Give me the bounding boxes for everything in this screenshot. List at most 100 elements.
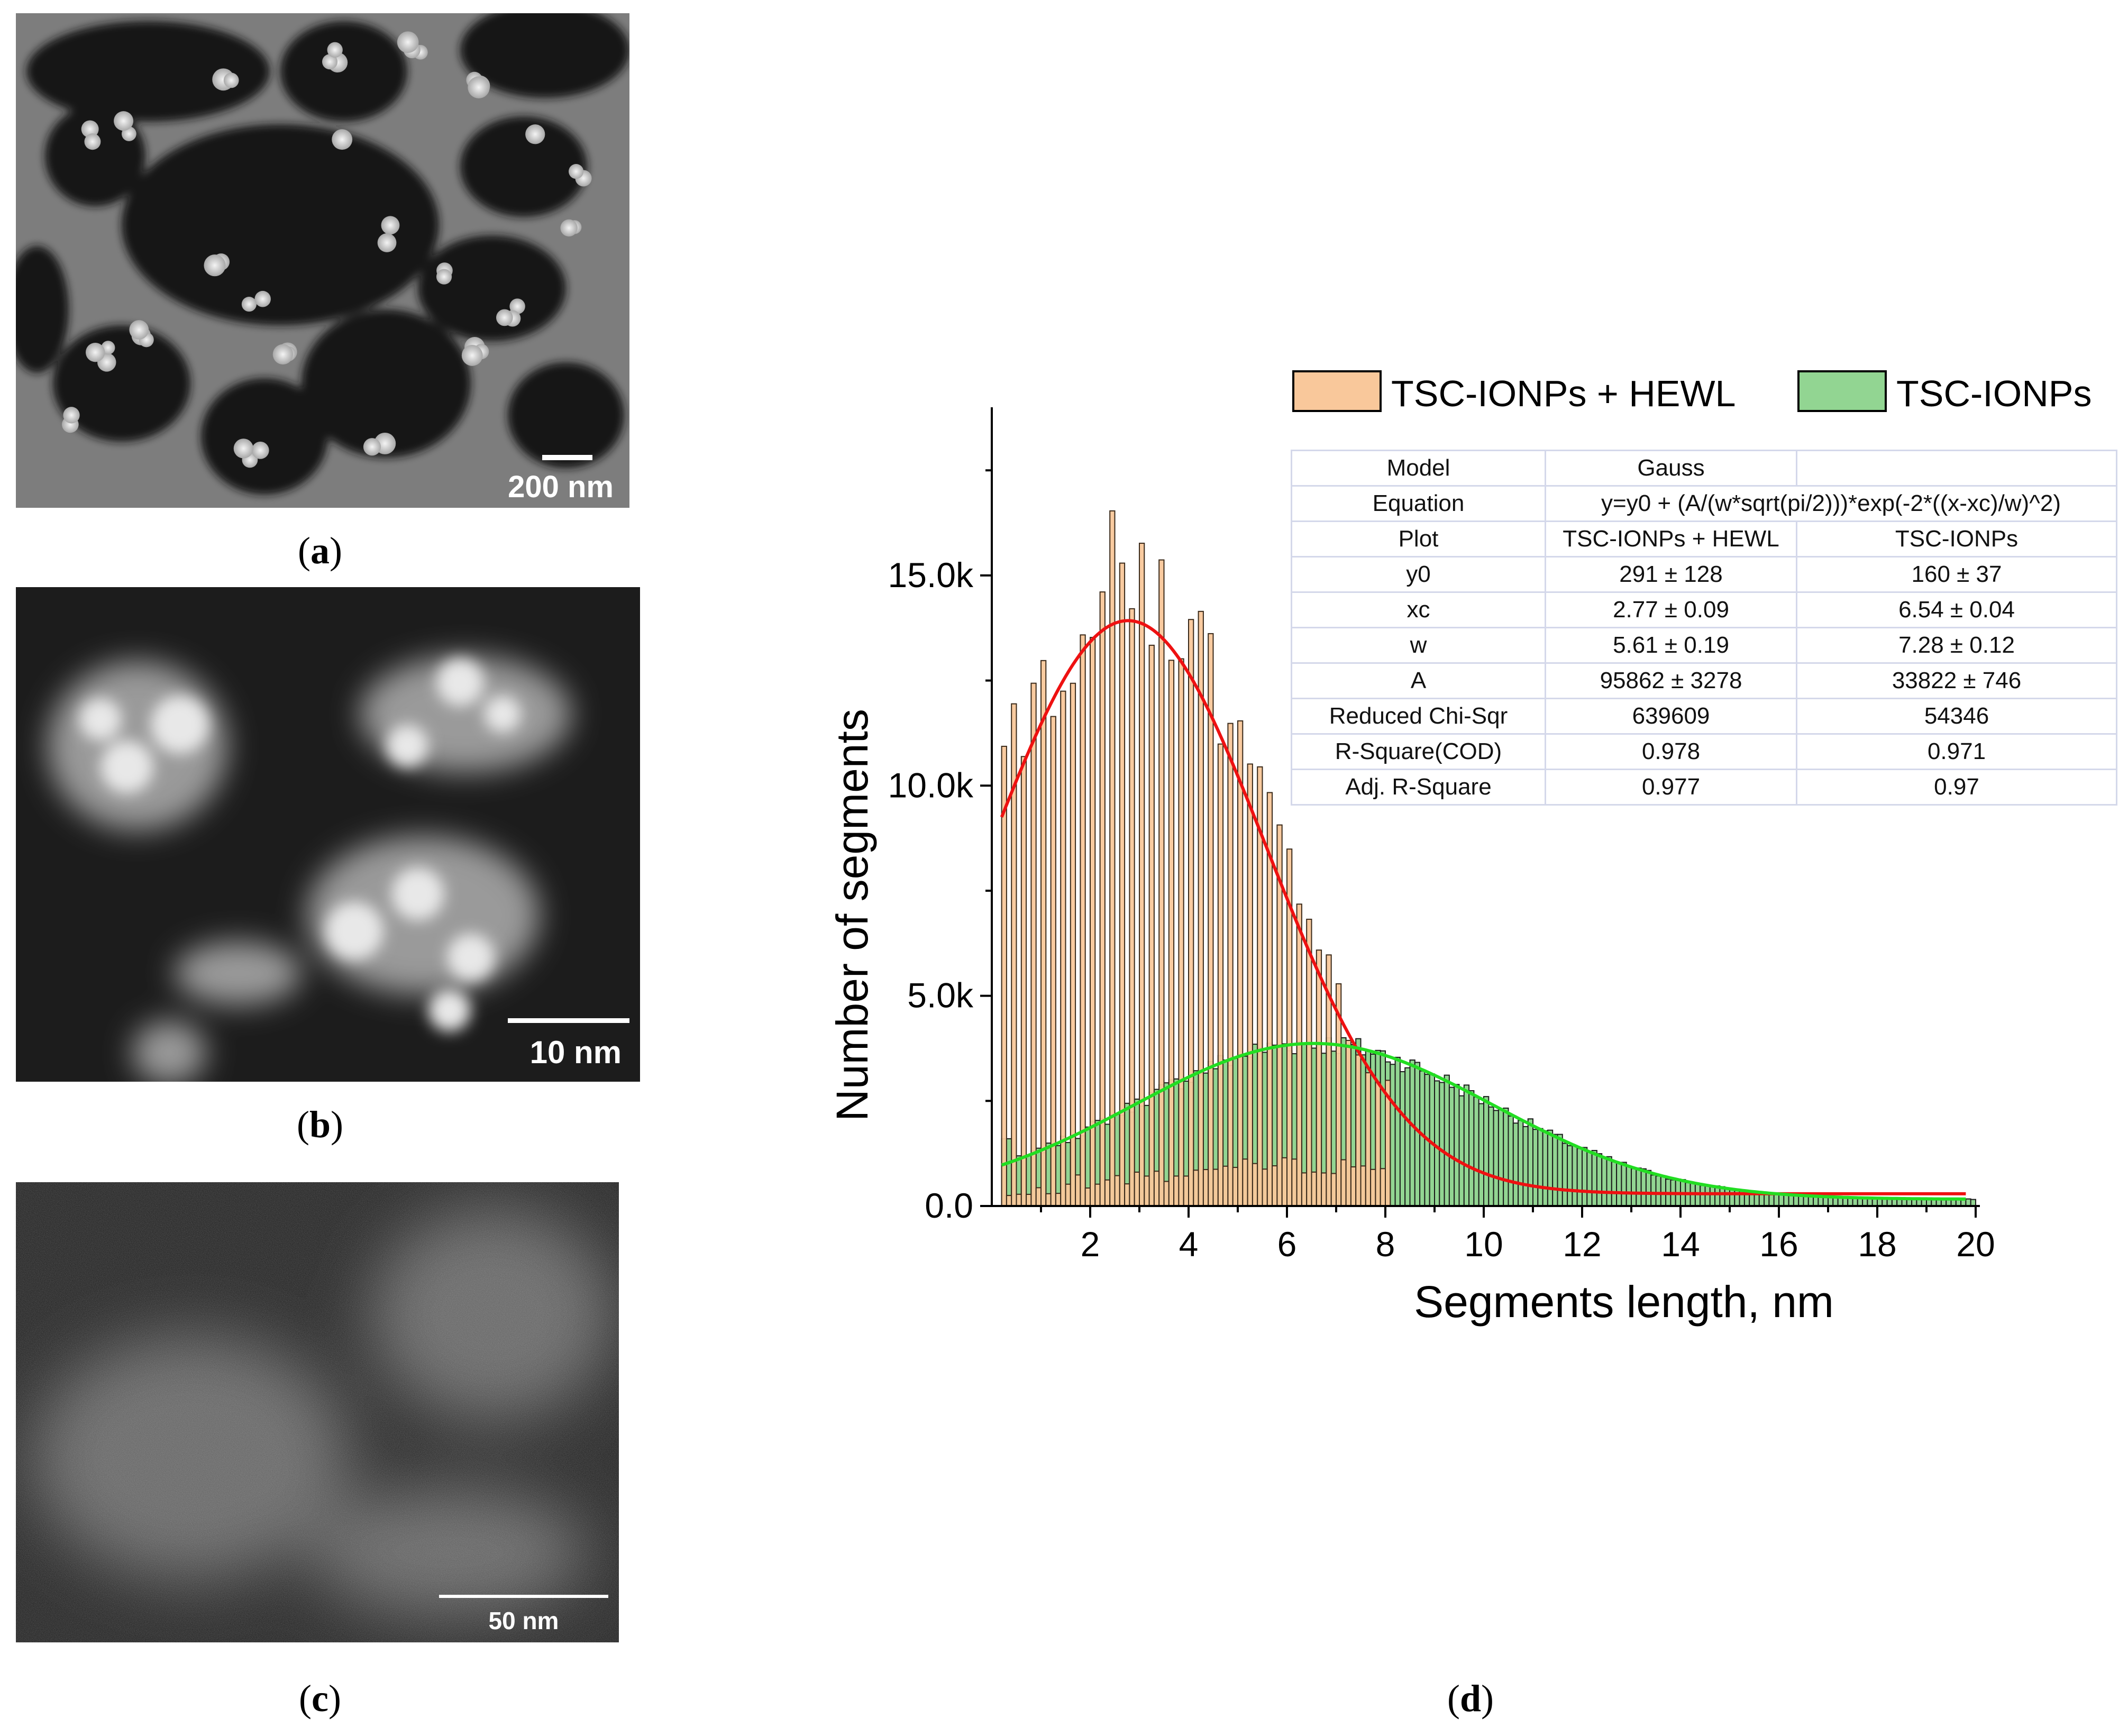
nanoparticle [81, 120, 99, 138]
panel-label-a: (a) [298, 529, 342, 572]
fit-table-cell: Gauss [1545, 450, 1797, 487]
fit-table-cell: 0.978 [1545, 733, 1797, 770]
fit-table-cell: 6.54 ± 0.04 [1796, 591, 2117, 628]
histogram-bar-tsc-ionps [1773, 1193, 1779, 1207]
x-tick-label: 14 [1661, 1225, 1700, 1264]
histogram-bar-tsc-ionps [1458, 1095, 1465, 1207]
x-tick-label: 10 [1464, 1225, 1503, 1264]
fit-table-cell: 33822 ± 746 [1796, 662, 2117, 699]
fit-table-row: Plot TSC-IONPs + HEWL TSC-IONPs [1291, 520, 2117, 558]
histogram-bar-tsc-ionps-hewl [1060, 690, 1066, 1207]
nanoparticle [468, 76, 490, 98]
histogram-bar-tsc-ionps-hewl [1252, 1163, 1258, 1207]
histogram-bar-tsc-ionps [1518, 1120, 1524, 1207]
nanoparticle [223, 72, 239, 88]
y-axis-title: Number of segments [827, 709, 877, 1121]
histogram-bar-tsc-ionps [1493, 1110, 1499, 1207]
x-tick-label: 4 [1179, 1225, 1199, 1264]
tsc-ionps-hewl-fit-curve [1000, 619, 1966, 1195]
histogram-bar-tsc-ionps-hewl [1330, 1173, 1337, 1207]
histogram-bar-tsc-ionps [1561, 1143, 1568, 1207]
histogram-bar-tsc-ionps [1655, 1175, 1661, 1207]
x-axis-title: Segments length, nm [1414, 1277, 1834, 1327]
legend-swatch-hewl [1292, 370, 1382, 412]
histogram-bar-tsc-ionps [1596, 1153, 1603, 1207]
nanoparticle [436, 269, 452, 285]
nanoparticle [241, 297, 257, 312]
histogram-bar-tsc-ionps-hewl [1217, 743, 1224, 1207]
histogram-bar-tsc-ionps-hewl [1030, 682, 1037, 1207]
nanoparticle [272, 344, 294, 365]
scale-bar-a: 200 nm [508, 470, 614, 504]
histogram-bar-tsc-ionps-hewl [1055, 1193, 1062, 1207]
fit-table-cell: Plot [1291, 520, 1546, 558]
histogram-bar-tsc-ionps [1591, 1150, 1597, 1207]
nanoparticle [63, 407, 80, 424]
fit-table-cell: TSC-IONPs [1796, 520, 2117, 558]
fit-table-cell: 5.61 ± 0.19 [1545, 627, 1797, 664]
histogram-bar-tsc-ionps [1542, 1130, 1548, 1207]
y-tick-label: 0.0 [925, 1186, 973, 1225]
histogram-bar-tsc-ionps [1557, 1134, 1563, 1207]
histogram-bar-tsc-ionps [1650, 1174, 1657, 1207]
histogram-bar-tsc-ionps-hewl [1222, 1165, 1229, 1207]
histogram-bar-tsc-ionps-hewl [1355, 1054, 1362, 1207]
panel-label-c: (c) [299, 1677, 341, 1720]
histogram-bar-tsc-ionps [1768, 1193, 1775, 1207]
micrograph-c: 50 nm [16, 1182, 619, 1642]
fit-table-cell: Reduced Chi-Sqr [1291, 698, 1546, 735]
histogram-bar-tsc-ionps [1473, 1096, 1479, 1207]
histogram-bar-tsc-ionps [1636, 1167, 1642, 1207]
histogram-bar-tsc-ionps-hewl [1144, 1175, 1150, 1207]
nanoparticle [381, 216, 400, 235]
fit-table-cell: 160 ± 37 [1796, 556, 2117, 593]
histogram-bar-tsc-ionps [1463, 1084, 1470, 1207]
y-tick-label: 15.0k [888, 555, 974, 595]
histogram-bar-tsc-ionps-hewl [1316, 949, 1322, 1207]
histogram-bar-tsc-ionps [1439, 1082, 1445, 1207]
histogram-bar-tsc-ionps-hewl [1148, 644, 1155, 1207]
histogram-bar-tsc-ionps [1625, 1166, 1632, 1207]
histogram-bar-tsc-ionps-hewl [1232, 1167, 1239, 1207]
histogram-bar-tsc-ionps [1586, 1151, 1593, 1207]
scale-bar-c: 50 nm [489, 1607, 559, 1634]
histogram-bar-tsc-ionps-hewl [1026, 1193, 1032, 1207]
histogram-bar-tsc-ionps-hewl [1380, 1168, 1386, 1207]
histogram-bar-tsc-ionps [1611, 1161, 1618, 1207]
histogram-bar-tsc-ionps [1783, 1194, 1789, 1207]
legend-label-ionps: TSC-IONPs [1896, 373, 2092, 414]
x-tick-label: 12 [1563, 1225, 1601, 1264]
histogram-bar-tsc-ionps-hewl [1296, 903, 1302, 1207]
histogram-bar-tsc-ionps-hewl [1321, 1172, 1327, 1207]
histogram-bar-tsc-ionps [1552, 1134, 1558, 1207]
nanoparticle [85, 342, 105, 362]
histogram-bar-tsc-ionps [1488, 1106, 1494, 1207]
histogram-bar-tsc-ionps-hewl [1129, 608, 1135, 1207]
histogram-bar-tsc-ionps-hewl [1291, 1158, 1298, 1207]
y-tick-label: 5.0k [907, 976, 974, 1015]
histogram-bar-tsc-ionps-hewl [1237, 720, 1244, 1207]
x-tick-label: 16 [1759, 1225, 1798, 1264]
histogram-bar-tsc-ionps-hewl [1139, 543, 1145, 1207]
histogram-bar-tsc-ionps-hewl [1084, 1187, 1091, 1207]
fit-table-cell: TSC-IONPs + HEWL [1545, 520, 1797, 558]
histogram-bar-tsc-ionps [1454, 1084, 1460, 1207]
fit-table-cell: R-Square(COD) [1291, 733, 1546, 770]
histogram-bar-tsc-ionps [1709, 1185, 1716, 1207]
fit-table-row: A 95862 ± 3278 33822 ± 746 [1291, 662, 2117, 699]
histogram-bar-tsc-ionps-hewl [1020, 756, 1027, 1207]
histogram-bar-tsc-ionps [1444, 1074, 1450, 1207]
histogram-bar-tsc-ionps [1601, 1157, 1608, 1207]
fit-table-row: y0 291 ± 128 160 ± 37 [1291, 556, 2117, 593]
histogram-bar-tsc-ionps [1508, 1116, 1514, 1207]
histogram-bar-tsc-ionps [1822, 1196, 1829, 1207]
histogram-bar-tsc-ionps [1582, 1147, 1588, 1207]
fit-table-cell: y=y0 + (A/(w*sqrt(pi/2)))*exp(-2*((x-xc)… [1545, 485, 2117, 522]
fit-table-cell: 639609 [1545, 698, 1797, 735]
nanoparticle [327, 42, 343, 58]
histogram-bar-tsc-ionps-hewl [1050, 716, 1056, 1207]
histogram-bar-tsc-ionps [1409, 1059, 1415, 1207]
histogram-bar-tsc-ionps-hewl [1227, 723, 1234, 1207]
fit-table-cell: 0.97 [1796, 769, 2117, 806]
panel-label-d: (d) [1447, 1677, 1494, 1720]
